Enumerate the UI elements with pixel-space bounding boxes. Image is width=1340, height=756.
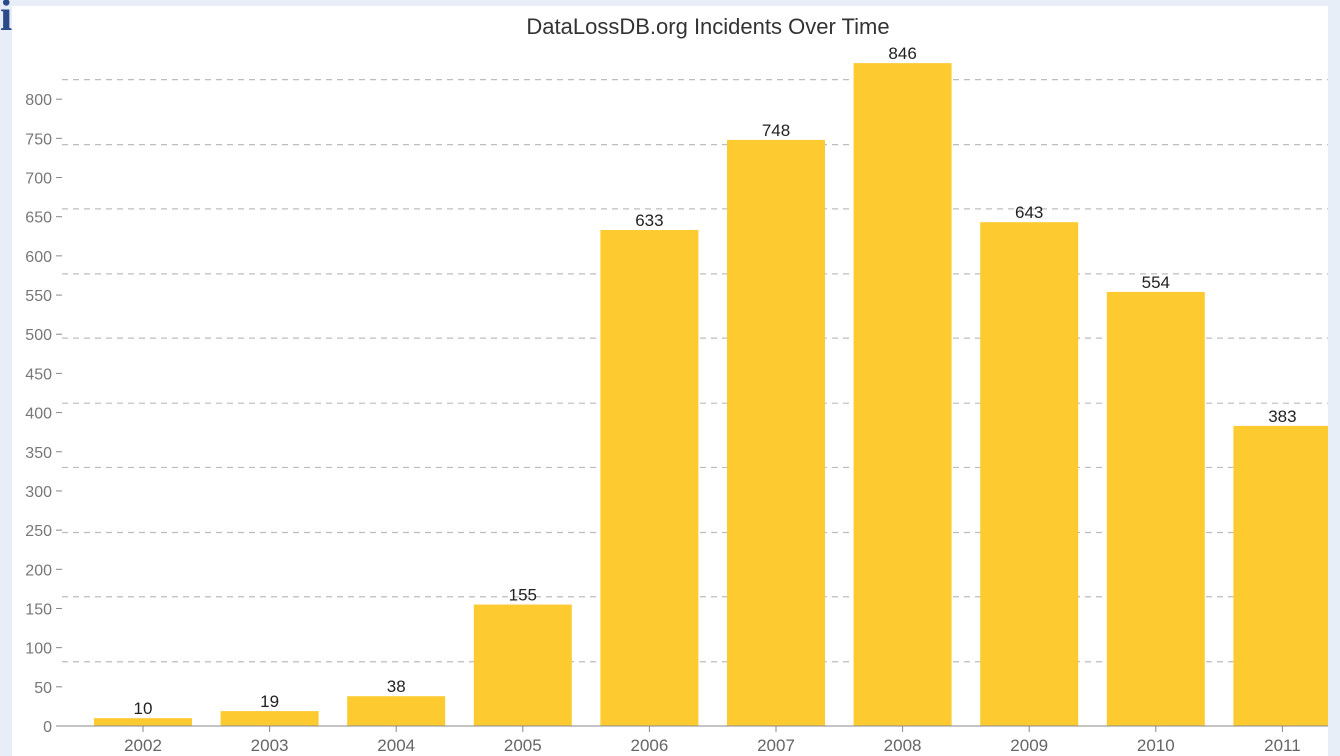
y-tick-label: 550 [25, 288, 52, 305]
x-tick-label-2007: 2007 [757, 736, 795, 755]
y-tick-label: 250 [25, 523, 52, 540]
bar-2008 [853, 63, 952, 727]
y-tick-label: 50 [34, 680, 52, 697]
y-tick-label: 500 [25, 327, 52, 344]
data-label-2005: 155 [509, 586, 537, 605]
bar-2002 [94, 718, 192, 726]
bar-2007 [727, 139, 825, 727]
x-axis-ticks: 2002 2003 2004 2005 2006 2007 2008 2009 2010 2011 [124, 726, 1301, 755]
x-tick-label-2003: 2003 [251, 736, 289, 755]
data-labels: 10 19 38 155 633 748 846 643 554 383 [134, 44, 1297, 718]
data-label-2004: 38 [387, 677, 406, 696]
bar-2010 [1106, 291, 1205, 726]
y-tick-label: 0 [43, 719, 52, 736]
bar-2006 [600, 230, 699, 726]
y-tick-label: 700 [25, 171, 52, 188]
x-tick-label-2005: 2005 [504, 736, 542, 755]
y-tick-label: 400 [25, 406, 52, 423]
y-tick-label: 650 [25, 210, 52, 227]
data-label-2011: 383 [1268, 407, 1296, 426]
y-tick-label: 150 [25, 601, 52, 618]
x-tick-label-2004: 2004 [377, 736, 415, 755]
data-label-2007: 748 [762, 121, 790, 140]
y-tick-label: 200 [25, 562, 52, 579]
x-tick-label-2009: 2009 [1010, 736, 1048, 755]
data-label-2003: 19 [260, 692, 279, 711]
bar-2004 [347, 696, 446, 726]
y-tick-label: 750 [25, 131, 52, 148]
data-label-2006: 633 [635, 211, 663, 230]
bars [94, 63, 1328, 727]
data-label-2002: 10 [134, 699, 153, 718]
data-label-2008: 846 [888, 44, 916, 63]
y-tick-label: 450 [25, 366, 52, 383]
bar-2009 [980, 222, 1079, 726]
y-axis-ticks: 0 50 100 150 200 250 300 350 400 450 500 550 600 650 7… [25, 92, 62, 736]
bar-2011 [1233, 425, 1328, 726]
chart-panel: DataLossDB.org Incidents Over Time 0 50 10… [12, 6, 1328, 756]
x-tick-label-2011: 2011 [1264, 736, 1301, 755]
y-tick-label: 100 [25, 641, 52, 658]
bar-chart: DataLossDB.org Incidents Over Time 0 50 10… [25, 14, 1328, 755]
y-tick-label: 800 [25, 92, 52, 109]
x-tick-label-2002: 2002 [124, 736, 162, 755]
bar-2003 [220, 711, 319, 726]
y-tick-label: 350 [25, 445, 52, 462]
x-tick-label-2010: 2010 [1137, 736, 1175, 755]
chart-title: DataLossDB.org Incidents Over Time [526, 14, 889, 39]
y-tick-label: 300 [25, 484, 52, 501]
x-tick-label-2006: 2006 [630, 736, 668, 755]
data-label-2010: 554 [1142, 273, 1170, 292]
y-tick-label: 600 [25, 249, 52, 266]
x-tick-label-2008: 2008 [884, 736, 922, 755]
bar-2005 [473, 604, 572, 726]
data-label-2009: 643 [1015, 203, 1043, 222]
